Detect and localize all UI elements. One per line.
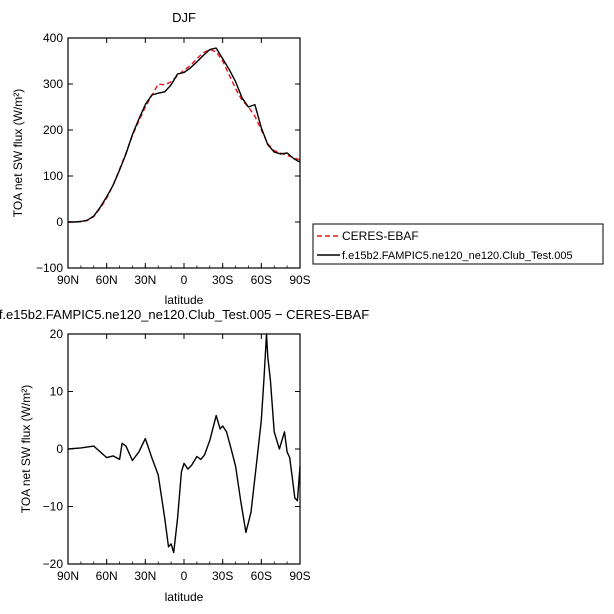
top-y-tick-label: −100 [36, 261, 63, 275]
top-x-tick-label: 90S [289, 273, 310, 287]
bottom-y-tick-label: 0 [56, 442, 63, 456]
top-x-tick-label: 60S [251, 273, 272, 287]
bottom-x-tick-label: 0 [181, 569, 188, 583]
bottom-y-tick-label: 20 [50, 327, 64, 341]
top-x-tick-label: 90N [57, 273, 79, 287]
top-x-tick-label: 30S [212, 273, 233, 287]
top-chart-title: DJF [172, 10, 196, 25]
bottom-y-tick-label: −20 [43, 557, 64, 571]
bottom-x-tick-label: 60S [251, 569, 272, 583]
top-y-tick-label: 100 [43, 169, 63, 183]
bottom-ticks-group: 90N 60N 30N 0 30S 60S 90S −20 −10 0 10 20 [43, 327, 311, 583]
bottom-series-group [67, 333, 301, 554]
legend-ceres-label: CERES-EBAF [342, 229, 419, 243]
bottom-x-tick-label: 30S [212, 569, 233, 583]
bottom-series-line-0 [67, 333, 301, 554]
top-series-group [68, 47, 301, 223]
top-panel: DJF 90N 60N 30N 0 30S 60S 90S −100 0 100 200 300 400… [11, 10, 311, 307]
top-y-tick-label: 400 [43, 31, 63, 45]
legend-box [312, 223, 604, 265]
top-ticks-group: 90N 60N 30N 0 30S 60S 90S −100 0 100 200 300 400 [36, 31, 311, 287]
bottom-x-tick-label: 90S [289, 569, 310, 583]
bottom-x-tick-label: 60N [96, 569, 118, 583]
bottom-x-tick-label: 90N [57, 569, 79, 583]
top-series-line-ceres-ebaf [68, 48, 301, 223]
bottom-chart-title: f.e15b2.FAMPIC5.ne120_ne120.Club_Test.00… [0, 307, 369, 322]
top-series-line-f-e15b2-fampic5-ne120-ne120-club-test-005 [68, 47, 301, 223]
legend: CERES-EBAF f.e15b2.FAMPIC5.ne120_ne120.C… [312, 223, 604, 265]
top-y-tick-label: 300 [43, 77, 63, 91]
bottom-y-tick-label: 10 [50, 385, 64, 399]
bottom-panel: f.e15b2.FAMPIC5.ne120_ne120.Club_Test.00… [0, 307, 369, 604]
top-y-axis-label: TOA net SW flux (W/m²) [11, 89, 25, 217]
top-x-tick-label: 30N [134, 273, 156, 287]
top-x-tick-label: 60N [96, 273, 118, 287]
top-y-tick-label: 200 [43, 123, 63, 137]
bottom-x-axis-label: latitude [165, 590, 204, 604]
top-x-axis-label: latitude [165, 293, 204, 307]
top-x-tick-label: 0 [181, 273, 188, 287]
legend-model-label: f.e15b2.FAMPIC5.ne120_ne120.Club_Test.00… [342, 250, 573, 262]
bottom-x-tick-label: 30N [134, 569, 156, 583]
bottom-y-tick-label: −10 [43, 500, 64, 514]
bottom-y-axis-label: TOA net SW flux (W/m²) [19, 385, 33, 513]
top-y-tick-label: 0 [56, 215, 63, 229]
